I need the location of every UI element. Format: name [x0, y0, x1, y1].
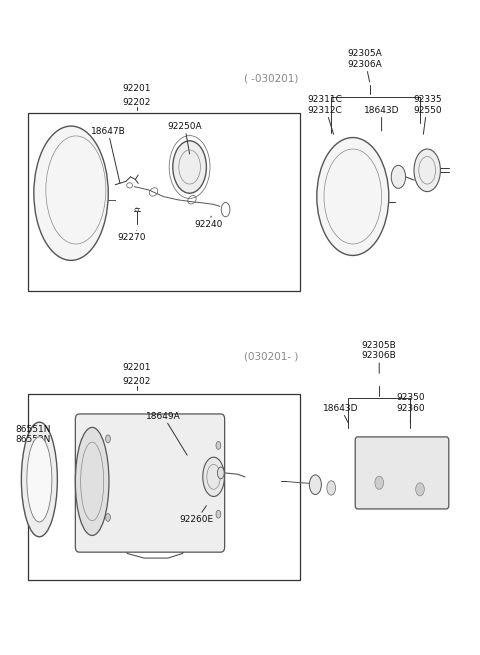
Ellipse shape — [327, 481, 336, 495]
Text: 92202: 92202 — [122, 377, 151, 386]
Text: 92350
92360: 92350 92360 — [396, 393, 425, 422]
Text: 18647B: 18647B — [91, 126, 125, 183]
Bar — [28, 113, 300, 291]
Text: 92202: 92202 — [122, 98, 151, 107]
Ellipse shape — [310, 475, 322, 495]
Ellipse shape — [375, 476, 384, 489]
Ellipse shape — [391, 166, 406, 189]
Ellipse shape — [106, 514, 110, 521]
Text: 92335
92550: 92335 92550 — [413, 95, 442, 134]
Ellipse shape — [106, 435, 110, 443]
Text: ( -030201): ( -030201) — [244, 73, 299, 83]
Ellipse shape — [27, 437, 52, 522]
Text: 18649A: 18649A — [146, 411, 187, 455]
Ellipse shape — [75, 427, 109, 536]
Text: 92305B
92306B: 92305B 92306B — [362, 341, 396, 373]
Ellipse shape — [21, 422, 58, 537]
Text: 92201: 92201 — [122, 363, 151, 372]
Text: 92250A: 92250A — [168, 122, 202, 154]
Text: 92201: 92201 — [122, 84, 151, 93]
Ellipse shape — [416, 483, 424, 496]
Ellipse shape — [216, 441, 221, 449]
Text: (030201- ): (030201- ) — [244, 352, 299, 362]
Text: 92311C
92312C: 92311C 92312C — [307, 95, 342, 134]
Ellipse shape — [414, 149, 441, 192]
Bar — [28, 394, 300, 580]
Ellipse shape — [173, 141, 206, 193]
Ellipse shape — [217, 467, 224, 479]
FancyBboxPatch shape — [75, 414, 225, 552]
Text: 18643D: 18643D — [364, 105, 399, 131]
Ellipse shape — [317, 138, 389, 255]
Ellipse shape — [34, 126, 108, 261]
Text: 92240: 92240 — [194, 216, 223, 229]
Text: 92260E: 92260E — [180, 506, 214, 524]
Text: 86551N
86552N: 86551N 86552N — [15, 424, 50, 455]
Text: 92305A
92306A: 92305A 92306A — [348, 49, 382, 82]
Text: 92270: 92270 — [118, 231, 146, 242]
Ellipse shape — [216, 510, 221, 518]
Text: 18643D: 18643D — [323, 403, 359, 422]
Ellipse shape — [203, 457, 225, 496]
FancyBboxPatch shape — [355, 437, 449, 509]
